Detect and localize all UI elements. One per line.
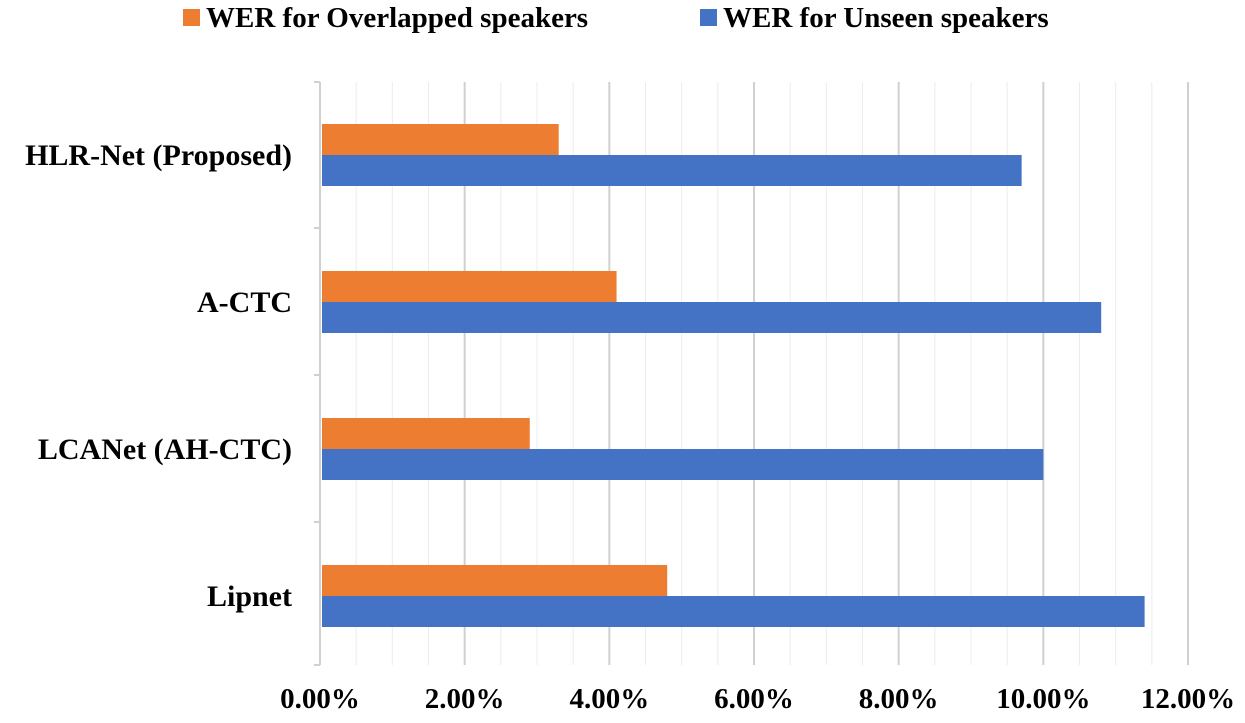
category-label: A-CTC [197,286,292,319]
category-labels: HLR-Net (Proposed) A-CTC LCANet (AH-CTC) Li… [25,139,292,613]
category-label: Lipnet [207,580,292,613]
x-tick-label: 0.00% [280,683,360,715]
bar-unseen-speakers [322,302,1102,333]
legend-label: WER for Unseen speakers [723,2,1049,34]
category-label: HLR-Net (Proposed) [25,139,292,172]
x-tick-label: 8.00% [859,683,939,715]
y-axis [314,81,321,666]
x-tick-label: 2.00% [425,683,505,715]
legend: WER for Overlapped speakers WER for Unsee… [183,2,1049,34]
bar-unseen-speakers [322,449,1044,480]
bar-unseen-speakers [322,596,1145,627]
bar-overlapped-speakers [322,565,668,596]
bars [322,124,1145,627]
legend-swatch [183,9,200,26]
bar-overlapped-speakers [322,418,530,449]
bar-unseen-speakers [322,155,1022,186]
x-tick-label: 4.00% [569,683,649,715]
x-tick-label: 10.00% [996,683,1090,715]
x-tick-label: 6.00% [714,683,794,715]
legend-label: WER for Overlapped speakers [206,2,588,34]
bar-overlapped-speakers [322,271,617,302]
x-tick-labels: 0.00% 2.00% 4.00% 6.00% 8.00% 10.00% 12.00% [280,683,1235,715]
bar-overlapped-speakers [322,124,559,155]
x-tick-label: 12.00% [1141,683,1235,715]
legend-swatch [700,9,717,26]
category-label: LCANet (AH-CTC) [38,433,292,466]
